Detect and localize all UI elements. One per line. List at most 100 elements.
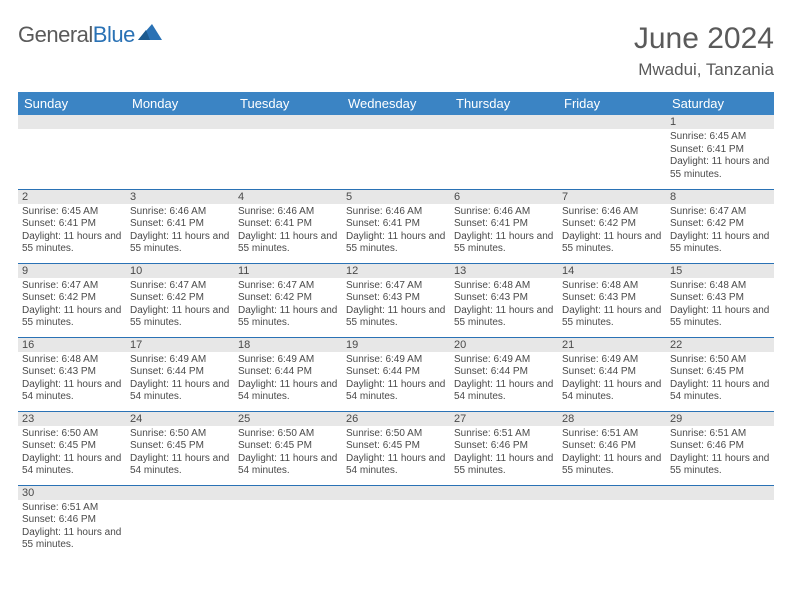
day-details: Sunrise: 6:47 AM Sunset: 6:43 PM Dayligh… <box>342 278 450 334</box>
day-details: Sunrise: 6:46 AM Sunset: 6:41 PM Dayligh… <box>126 204 234 260</box>
logo: GeneralBlue <box>18 22 164 48</box>
day-details: Sunrise: 6:46 AM Sunset: 6:41 PM Dayligh… <box>450 204 558 260</box>
day-cell <box>342 115 450 189</box>
dayhead: Sunday <box>18 92 126 115</box>
day-cell <box>234 115 342 189</box>
day-cell: 12Sunrise: 6:47 AM Sunset: 6:43 PM Dayli… <box>342 263 450 337</box>
day-cell <box>666 485 774 559</box>
day-cell <box>126 485 234 559</box>
day-details: Sunrise: 6:50 AM Sunset: 6:45 PM Dayligh… <box>18 426 126 482</box>
day-number-empty <box>126 486 234 500</box>
day-details: Sunrise: 6:49 AM Sunset: 6:44 PM Dayligh… <box>450 352 558 408</box>
location: Mwadui, Tanzania <box>634 60 774 80</box>
day-details: Sunrise: 6:46 AM Sunset: 6:41 PM Dayligh… <box>342 204 450 260</box>
day-cell: 4Sunrise: 6:46 AM Sunset: 6:41 PM Daylig… <box>234 189 342 263</box>
day-cell: 14Sunrise: 6:48 AM Sunset: 6:43 PM Dayli… <box>558 263 666 337</box>
day-details: Sunrise: 6:49 AM Sunset: 6:44 PM Dayligh… <box>234 352 342 408</box>
logo-word-1: General <box>18 22 93 47</box>
day-number: 28 <box>558 412 666 426</box>
day-details: Sunrise: 6:51 AM Sunset: 6:46 PM Dayligh… <box>558 426 666 482</box>
dayhead: Monday <box>126 92 234 115</box>
day-cell: 18Sunrise: 6:49 AM Sunset: 6:44 PM Dayli… <box>234 337 342 411</box>
day-details: Sunrise: 6:46 AM Sunset: 6:41 PM Dayligh… <box>234 204 342 260</box>
day-cell: 11Sunrise: 6:47 AM Sunset: 6:42 PM Dayli… <box>234 263 342 337</box>
day-number: 15 <box>666 264 774 278</box>
week-row: 23Sunrise: 6:50 AM Sunset: 6:45 PM Dayli… <box>18 411 774 485</box>
day-number: 8 <box>666 190 774 204</box>
day-details: Sunrise: 6:49 AM Sunset: 6:44 PM Dayligh… <box>126 352 234 408</box>
day-cell: 15Sunrise: 6:48 AM Sunset: 6:43 PM Dayli… <box>666 263 774 337</box>
day-number: 16 <box>18 338 126 352</box>
day-number: 25 <box>234 412 342 426</box>
day-cell: 20Sunrise: 6:49 AM Sunset: 6:44 PM Dayli… <box>450 337 558 411</box>
day-details: Sunrise: 6:48 AM Sunset: 6:43 PM Dayligh… <box>450 278 558 334</box>
day-number: 6 <box>450 190 558 204</box>
day-number: 3 <box>126 190 234 204</box>
week-row: 16Sunrise: 6:48 AM Sunset: 6:43 PM Dayli… <box>18 337 774 411</box>
day-details: Sunrise: 6:50 AM Sunset: 6:45 PM Dayligh… <box>126 426 234 482</box>
day-cell: 6Sunrise: 6:46 AM Sunset: 6:41 PM Daylig… <box>450 189 558 263</box>
day-cell: 17Sunrise: 6:49 AM Sunset: 6:44 PM Dayli… <box>126 337 234 411</box>
day-number-empty <box>666 486 774 500</box>
day-number: 17 <box>126 338 234 352</box>
day-number: 22 <box>666 338 774 352</box>
day-number: 26 <box>342 412 450 426</box>
day-cell: 2Sunrise: 6:45 AM Sunset: 6:41 PM Daylig… <box>18 189 126 263</box>
day-cell: 16Sunrise: 6:48 AM Sunset: 6:43 PM Dayli… <box>18 337 126 411</box>
day-cell: 28Sunrise: 6:51 AM Sunset: 6:46 PM Dayli… <box>558 411 666 485</box>
day-cell: 5Sunrise: 6:46 AM Sunset: 6:41 PM Daylig… <box>342 189 450 263</box>
day-cell: 25Sunrise: 6:50 AM Sunset: 6:45 PM Dayli… <box>234 411 342 485</box>
day-details: Sunrise: 6:47 AM Sunset: 6:42 PM Dayligh… <box>18 278 126 334</box>
day-number: 18 <box>234 338 342 352</box>
day-details: Sunrise: 6:51 AM Sunset: 6:46 PM Dayligh… <box>18 500 126 556</box>
day-number: 10 <box>126 264 234 278</box>
day-number: 9 <box>18 264 126 278</box>
day-cell <box>234 485 342 559</box>
day-number: 11 <box>234 264 342 278</box>
dayhead: Thursday <box>450 92 558 115</box>
day-details: Sunrise: 6:50 AM Sunset: 6:45 PM Dayligh… <box>342 426 450 482</box>
day-cell <box>558 115 666 189</box>
day-number: 2 <box>18 190 126 204</box>
day-cell: 30Sunrise: 6:51 AM Sunset: 6:46 PM Dayli… <box>18 485 126 559</box>
day-details: Sunrise: 6:51 AM Sunset: 6:46 PM Dayligh… <box>450 426 558 482</box>
day-cell: 13Sunrise: 6:48 AM Sunset: 6:43 PM Dayli… <box>450 263 558 337</box>
day-details: Sunrise: 6:47 AM Sunset: 6:42 PM Dayligh… <box>666 204 774 260</box>
day-number: 5 <box>342 190 450 204</box>
day-number: 13 <box>450 264 558 278</box>
day-details: Sunrise: 6:49 AM Sunset: 6:44 PM Dayligh… <box>558 352 666 408</box>
month-title: June 2024 <box>634 22 774 56</box>
day-number: 24 <box>126 412 234 426</box>
day-cell: 8Sunrise: 6:47 AM Sunset: 6:42 PM Daylig… <box>666 189 774 263</box>
day-details: Sunrise: 6:50 AM Sunset: 6:45 PM Dayligh… <box>234 426 342 482</box>
day-number: 20 <box>450 338 558 352</box>
day-details: Sunrise: 6:49 AM Sunset: 6:44 PM Dayligh… <box>342 352 450 408</box>
day-number: 27 <box>450 412 558 426</box>
dayhead-row: SundayMondayTuesdayWednesdayThursdayFrid… <box>18 92 774 115</box>
day-cell: 24Sunrise: 6:50 AM Sunset: 6:45 PM Dayli… <box>126 411 234 485</box>
day-cell <box>450 115 558 189</box>
day-cell <box>558 485 666 559</box>
day-cell: 27Sunrise: 6:51 AM Sunset: 6:46 PM Dayli… <box>450 411 558 485</box>
day-details: Sunrise: 6:51 AM Sunset: 6:46 PM Dayligh… <box>666 426 774 482</box>
day-number-empty <box>450 115 558 129</box>
day-number-empty <box>234 486 342 500</box>
day-cell: 10Sunrise: 6:47 AM Sunset: 6:42 PM Dayli… <box>126 263 234 337</box>
day-cell: 9Sunrise: 6:47 AM Sunset: 6:42 PM Daylig… <box>18 263 126 337</box>
day-number: 21 <box>558 338 666 352</box>
day-cell: 3Sunrise: 6:46 AM Sunset: 6:41 PM Daylig… <box>126 189 234 263</box>
calendar-page: GeneralBlue June 2024 Mwadui, Tanzania S… <box>0 0 792 581</box>
day-cell: 26Sunrise: 6:50 AM Sunset: 6:45 PM Dayli… <box>342 411 450 485</box>
day-details: Sunrise: 6:45 AM Sunset: 6:41 PM Dayligh… <box>666 129 774 185</box>
calendar-table: SundayMondayTuesdayWednesdayThursdayFrid… <box>18 92 774 559</box>
day-details: Sunrise: 6:46 AM Sunset: 6:42 PM Dayligh… <box>558 204 666 260</box>
logo-text: GeneralBlue <box>18 22 135 48</box>
dayhead: Wednesday <box>342 92 450 115</box>
dayhead: Tuesday <box>234 92 342 115</box>
logo-word-2: Blue <box>93 22 135 47</box>
day-details: Sunrise: 6:47 AM Sunset: 6:42 PM Dayligh… <box>126 278 234 334</box>
calendar-body: 1Sunrise: 6:45 AM Sunset: 6:41 PM Daylig… <box>18 115 774 559</box>
day-number: 29 <box>666 412 774 426</box>
day-details: Sunrise: 6:50 AM Sunset: 6:45 PM Dayligh… <box>666 352 774 408</box>
day-number: 14 <box>558 264 666 278</box>
